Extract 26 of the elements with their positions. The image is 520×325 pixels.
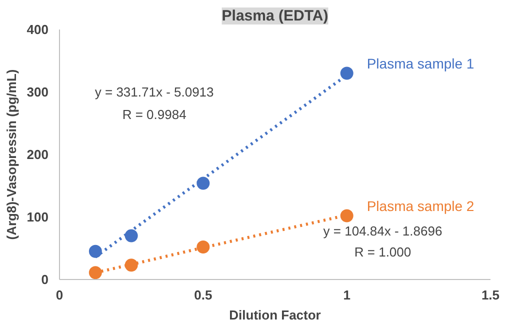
- point: [196, 240, 210, 254]
- point: [88, 244, 102, 258]
- y-tick-label: 0: [41, 272, 49, 287]
- y-tick-label: 400: [26, 22, 49, 37]
- x-tick-label: 0: [56, 288, 64, 302]
- point: [196, 176, 210, 190]
- x-tick-label: 1.5: [481, 288, 500, 302]
- point: [340, 66, 354, 80]
- annotation: R = 0.9984: [122, 107, 186, 122]
- point: [124, 258, 138, 272]
- series-label: Plasma sample 1: [366, 55, 474, 72]
- y-tick-label: 300: [26, 84, 49, 100]
- annotation: R = 1.000: [354, 244, 412, 260]
- y-axis-title: (Arg8)-Vasopressin (pg/mL): [4, 69, 19, 240]
- point: [88, 266, 102, 280]
- chart-title: Plasma (EDTA): [222, 8, 328, 24]
- y-tick-label: 200: [26, 147, 49, 162]
- point: [340, 209, 354, 222]
- annotation: y = 104.84x - 1.8696: [323, 223, 442, 238]
- x-tick-label: 1: [343, 288, 350, 302]
- x-axis-title: Dilution Factor: [229, 308, 321, 322]
- series-label: Plasma sample 2: [366, 198, 474, 214]
- annotation: y = 331.71x - 5.0913: [94, 84, 214, 100]
- point: [124, 229, 138, 242]
- y-tick-label: 100: [26, 210, 49, 224]
- x-tick-label: 0.5: [194, 288, 212, 302]
